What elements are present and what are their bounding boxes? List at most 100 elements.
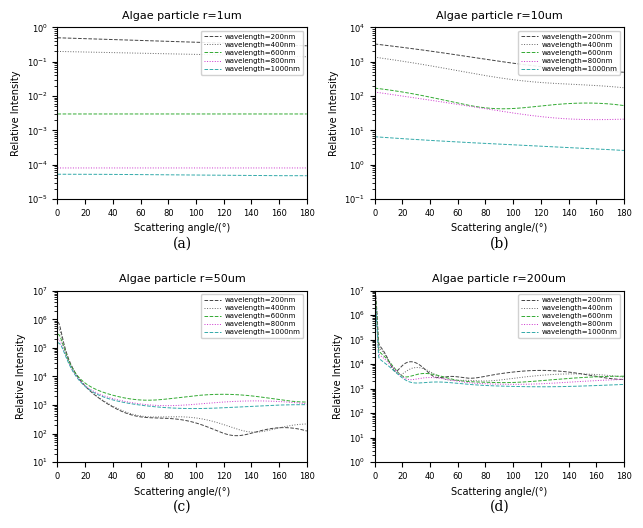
wavelength=1000nm bbox=[147, 172, 154, 178]
wavelength=200nm bbox=[224, 40, 231, 46]
Line: wavelength=600nm: wavelength=600nm bbox=[57, 334, 307, 402]
Line: wavelength=400nm: wavelength=400nm bbox=[57, 51, 307, 57]
Text: (a): (a) bbox=[172, 237, 192, 251]
wavelength=1000nm bbox=[473, 140, 480, 146]
wavelength=1000nm bbox=[190, 406, 197, 412]
wavelength=400nm bbox=[68, 49, 76, 55]
wavelength=800nm bbox=[68, 366, 76, 372]
wavelength=800nm bbox=[147, 165, 154, 171]
Y-axis label: Relative Intensity: Relative Intensity bbox=[16, 334, 26, 419]
Y-axis label: Relative Intensity: Relative Intensity bbox=[11, 70, 21, 156]
wavelength=600nm bbox=[303, 399, 311, 405]
wavelength=200nm bbox=[464, 375, 472, 381]
wavelength=600nm bbox=[620, 102, 628, 109]
wavelength=800nm bbox=[474, 380, 482, 386]
wavelength=800nm bbox=[511, 381, 519, 388]
wavelength=600nm bbox=[474, 103, 482, 110]
wavelength=200nm bbox=[107, 36, 114, 43]
wavelength=1000nm bbox=[371, 134, 379, 140]
Legend: wavelength=200nm, wavelength=400nm, wavelength=600nm, wavelength=800nm, waveleng: wavelength=200nm, wavelength=400nm, wave… bbox=[201, 294, 303, 338]
wavelength=1000nm bbox=[538, 384, 545, 390]
Y-axis label: Relative Intensity: Relative Intensity bbox=[329, 70, 339, 156]
wavelength=600nm bbox=[499, 380, 507, 386]
wavelength=800nm bbox=[592, 117, 600, 123]
wavelength=1000nm bbox=[620, 381, 628, 388]
wavelength=400nm bbox=[480, 378, 488, 384]
wavelength=200nm bbox=[303, 43, 311, 49]
wavelength=1000nm bbox=[68, 171, 76, 177]
wavelength=800nm bbox=[156, 402, 163, 409]
wavelength=600nm bbox=[156, 111, 163, 117]
wavelength=1000nm bbox=[541, 384, 549, 390]
wavelength=200nm bbox=[424, 48, 431, 54]
wavelength=400nm bbox=[157, 414, 165, 420]
Line: wavelength=1000nm: wavelength=1000nm bbox=[57, 343, 307, 409]
wavelength=600nm bbox=[53, 111, 61, 117]
wavelength=600nm bbox=[424, 93, 431, 100]
wavelength=1000nm bbox=[107, 396, 114, 402]
wavelength=600nm bbox=[107, 111, 114, 117]
wavelength=800nm bbox=[157, 165, 165, 171]
wavelength=800nm bbox=[53, 336, 61, 342]
wavelength=400nm bbox=[385, 357, 393, 364]
wavelength=1000nm bbox=[156, 172, 163, 178]
wavelength=600nm bbox=[303, 111, 311, 117]
wavelength=200nm bbox=[156, 415, 163, 421]
wavelength=200nm bbox=[371, 287, 379, 294]
wavelength=400nm bbox=[303, 54, 311, 60]
wavelength=800nm bbox=[620, 376, 628, 383]
wavelength=200nm bbox=[473, 55, 480, 61]
wavelength=800nm bbox=[68, 165, 76, 171]
wavelength=400nm bbox=[474, 378, 482, 384]
wavelength=200nm bbox=[53, 35, 61, 41]
wavelength=600nm bbox=[424, 371, 431, 377]
wavelength=200nm bbox=[385, 358, 393, 364]
wavelength=200nm bbox=[371, 41, 379, 47]
wavelength=1000nm bbox=[224, 404, 231, 411]
wavelength=800nm bbox=[385, 360, 393, 366]
wavelength=800nm bbox=[541, 380, 549, 386]
wavelength=200nm bbox=[620, 69, 628, 76]
wavelength=800nm bbox=[157, 402, 165, 409]
Line: wavelength=600nm: wavelength=600nm bbox=[375, 296, 624, 383]
wavelength=1000nm bbox=[385, 135, 393, 141]
Line: wavelength=200nm: wavelength=200nm bbox=[375, 44, 624, 72]
Text: (b): (b) bbox=[489, 237, 509, 251]
Title: Algae particle r=1um: Algae particle r=1um bbox=[122, 11, 242, 21]
wavelength=800nm bbox=[303, 401, 311, 407]
wavelength=400nm bbox=[251, 429, 258, 436]
wavelength=400nm bbox=[424, 367, 431, 374]
wavelength=600nm bbox=[157, 397, 165, 403]
wavelength=200nm bbox=[68, 35, 76, 41]
wavelength=200nm bbox=[474, 55, 482, 61]
wavelength=800nm bbox=[541, 114, 548, 120]
Title: Algae particle r=50um: Algae particle r=50um bbox=[119, 275, 246, 285]
wavelength=1000nm bbox=[157, 404, 165, 410]
wavelength=800nm bbox=[464, 103, 472, 109]
wavelength=200nm bbox=[147, 414, 154, 421]
wavelength=800nm bbox=[620, 116, 628, 122]
wavelength=800nm bbox=[107, 165, 114, 171]
wavelength=400nm bbox=[385, 56, 393, 62]
wavelength=600nm bbox=[385, 87, 393, 93]
wavelength=1000nm bbox=[473, 382, 480, 388]
wavelength=200nm bbox=[157, 415, 165, 421]
wavelength=800nm bbox=[224, 399, 231, 405]
wavelength=400nm bbox=[147, 50, 154, 56]
Line: wavelength=200nm: wavelength=200nm bbox=[375, 290, 624, 380]
wavelength=200nm bbox=[464, 53, 472, 60]
wavelength=200nm bbox=[541, 367, 548, 374]
Y-axis label: Relative Intensity: Relative Intensity bbox=[333, 334, 343, 419]
wavelength=800nm bbox=[473, 104, 480, 110]
wavelength=800nm bbox=[156, 165, 163, 171]
wavelength=800nm bbox=[163, 402, 171, 409]
wavelength=600nm bbox=[147, 397, 154, 403]
Line: wavelength=400nm: wavelength=400nm bbox=[57, 328, 307, 432]
wavelength=200nm bbox=[385, 43, 393, 49]
Legend: wavelength=200nm, wavelength=400nm, wavelength=600nm, wavelength=800nm, waveleng: wavelength=200nm, wavelength=400nm, wave… bbox=[518, 294, 620, 338]
wavelength=200nm bbox=[233, 432, 240, 439]
Line: wavelength=400nm: wavelength=400nm bbox=[375, 57, 624, 88]
wavelength=600nm bbox=[224, 111, 231, 117]
wavelength=800nm bbox=[303, 165, 311, 171]
Text: (d): (d) bbox=[489, 500, 509, 514]
